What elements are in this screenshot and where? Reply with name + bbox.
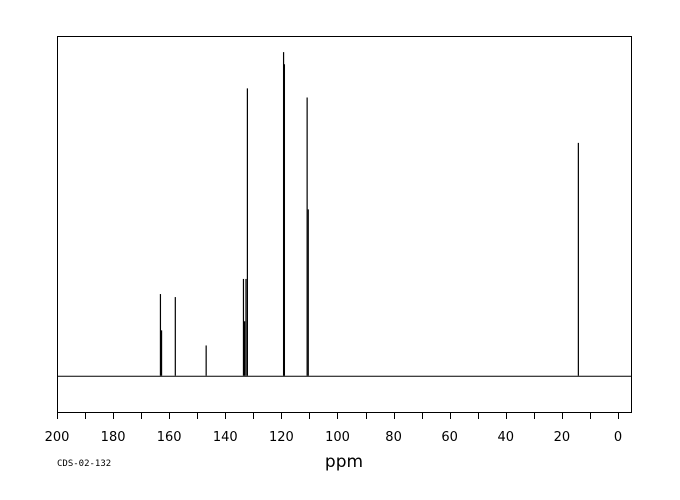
x-tick-label: 140 <box>213 430 238 445</box>
x-axis-label: ppm <box>325 452 363 472</box>
x-tick-label: 160 <box>157 430 182 445</box>
plot-frame <box>57 36 632 413</box>
x-tick-label: 120 <box>269 430 294 445</box>
spectrum-id-label: CDS-02-132 <box>57 459 111 469</box>
x-tick-label: 180 <box>101 430 126 445</box>
x-tick-label: 60 <box>441 430 458 445</box>
spectrum-peaks <box>159 52 579 376</box>
x-tick-label: 100 <box>325 430 350 445</box>
x-tick-label: 200 <box>45 430 70 445</box>
x-tick-label: 80 <box>385 430 402 445</box>
x-axis-ticks <box>57 412 619 419</box>
x-tick-label: 40 <box>498 430 515 445</box>
x-axis-tick-labels: 200 180 160 140 120 100 80 60 40 20 0 <box>45 430 623 445</box>
x-tick-label: 20 <box>554 430 571 445</box>
x-tick-label: 0 <box>614 430 622 445</box>
